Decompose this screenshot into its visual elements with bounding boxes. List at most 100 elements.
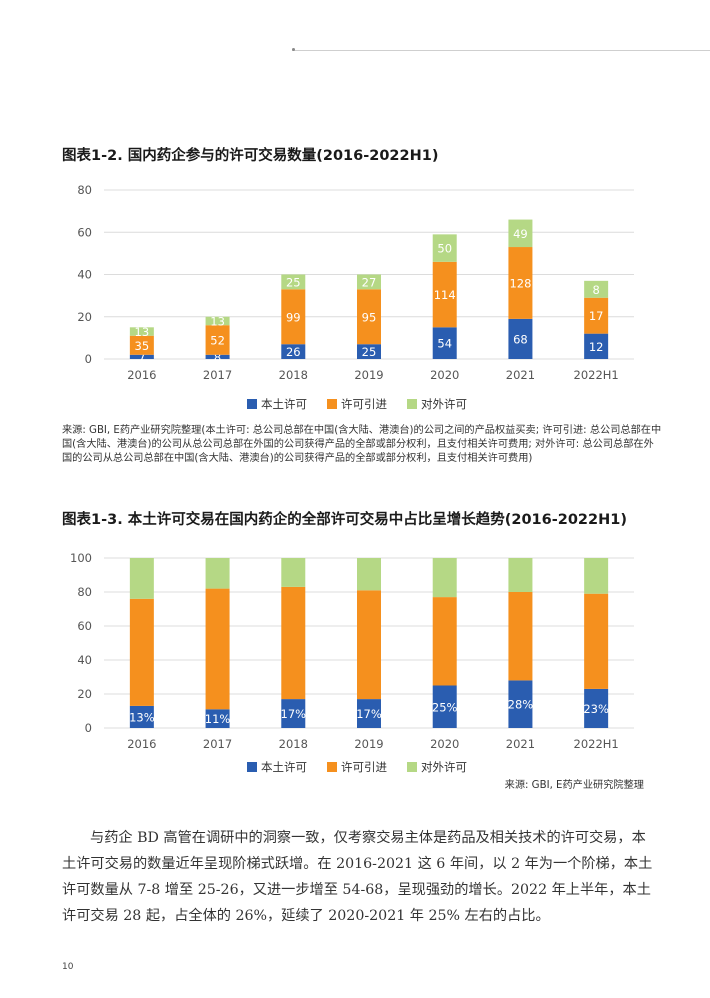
legend-label: 对外许可: [421, 397, 467, 411]
legend-label: 许可引进: [341, 397, 387, 411]
y-tick-label: 40: [77, 268, 92, 282]
bar-value-label: 17: [589, 309, 604, 323]
bar-segment: [432, 558, 457, 598]
x-tick-label: 2016: [127, 368, 156, 382]
y-tick-label: 20: [77, 310, 92, 324]
chart1-stacked-bar: 0204060807351320168521320172699252018259…: [77, 183, 634, 411]
bar-segment: [281, 274, 306, 290]
bar-value-label: 28%: [508, 698, 534, 712]
x-tick-label: 2021: [506, 368, 535, 382]
bar-segment: [205, 325, 230, 355]
x-tick-label: 2021: [506, 737, 535, 751]
y-tick-label: 80: [77, 585, 92, 599]
y-tick-label: 40: [77, 653, 92, 667]
chart2-source: 来源: GBI, E药产业研究院整理: [504, 780, 644, 791]
legend-swatch: [407, 399, 417, 409]
y-tick-label: 100: [70, 551, 92, 565]
bar-value-label: 12: [589, 340, 604, 354]
bar-segment: [508, 318, 533, 359]
bar-segment: [129, 558, 154, 599]
y-tick-label: 80: [77, 183, 92, 197]
legend-label: 对外许可: [421, 760, 467, 774]
x-tick-label: 2018: [279, 368, 308, 382]
bar-value-label: 35: [135, 339, 150, 353]
x-tick-label: 2016: [127, 737, 156, 751]
bar-segment: [584, 297, 609, 334]
legend-swatch: [247, 399, 257, 409]
bar-segment: [129, 598, 154, 706]
x-tick-label: 2017: [203, 737, 232, 751]
bar-segment: [432, 597, 457, 686]
x-tick-label: 2022H1: [574, 737, 619, 751]
bar-segment: [508, 219, 533, 248]
x-tick-label: 2020: [430, 368, 459, 382]
bar-value-label: 7: [138, 350, 145, 364]
chart1-source-note: 来源: GBI, E药产业研究院整理(本土许可: 总公司总部在中国(含大陆、港澳…: [62, 425, 662, 464]
legend-label: 许可引进: [341, 760, 387, 774]
body-paragraph: 与药企 BD 高管在调研中的洞察一致，仅考察交易主体是药品及相关技术的许可交易，…: [62, 825, 658, 929]
bar-segment: [584, 593, 609, 689]
bar-value-label: 13: [210, 314, 225, 328]
legend-swatch: [327, 762, 337, 772]
bar-value-label: 52: [210, 333, 225, 347]
bar-segment: [281, 699, 306, 728]
bar-segment: [129, 354, 154, 359]
bar-value-label: 54: [437, 337, 452, 351]
bar-segment: [357, 699, 381, 728]
bar-segment: [584, 333, 609, 359]
bar-value-label: 95: [362, 310, 377, 324]
bar-segment: [432, 327, 457, 359]
bar-segment: [205, 354, 230, 359]
x-tick-label: 2017: [203, 368, 232, 382]
bar-segment: [584, 280, 609, 298]
bar-segment: [584, 688, 609, 728]
bar-segment: [129, 335, 154, 355]
y-tick-label: 60: [77, 225, 92, 239]
bar-value-label: 11%: [205, 712, 231, 726]
bar-value-label: 13%: [129, 710, 155, 724]
bar-segment: [357, 558, 381, 591]
legend-swatch: [407, 762, 417, 772]
bar-value-label: 25: [362, 345, 377, 359]
bar-value-label: 50: [437, 242, 452, 256]
bar-value-label: 68: [513, 332, 528, 346]
header-dot: [292, 48, 295, 51]
bar-value-label: 26: [286, 345, 301, 359]
bar-segment: [508, 680, 533, 728]
y-tick-label: 20: [77, 687, 92, 701]
bar-segment: [281, 344, 306, 359]
page-number: 10: [62, 962, 74, 972]
bar-segment: [357, 590, 381, 700]
bar-segment: [357, 344, 381, 359]
bar-segment: [432, 234, 457, 262]
bar-value-label: 27: [362, 275, 377, 289]
bar-value-label: 25: [286, 275, 301, 289]
y-tick-label: 60: [77, 619, 92, 633]
y-tick-label: 0: [85, 721, 92, 735]
bar-segment: [129, 327, 154, 336]
chart1-title: 图表1-2. 国内药企参与的许可交易数量(2016-2022H1): [62, 148, 439, 164]
bar-segment: [205, 316, 230, 326]
y-tick-label: 0: [85, 352, 92, 366]
bar-segment: [205, 709, 230, 728]
bar-value-label: 17%: [281, 707, 307, 721]
bar-segment: [508, 247, 533, 319]
x-tick-label: 2019: [354, 737, 383, 751]
x-tick-label: 2018: [279, 737, 308, 751]
chart2-title: 图表1-3. 本土许可交易在国内药企的全部许可交易中占比呈增长趋势(2016-2…: [62, 512, 627, 528]
bar-value-label: 8: [214, 350, 221, 364]
bar-segment: [281, 586, 306, 700]
bar-value-label: 13: [135, 325, 150, 339]
bar-segment: [432, 685, 457, 728]
legend-swatch: [247, 762, 257, 772]
bar-value-label: 8: [592, 283, 599, 297]
bar-segment: [205, 588, 230, 710]
legend-label: 本土许可: [261, 397, 307, 411]
bar-segment: [129, 705, 154, 728]
bar-segment: [281, 289, 306, 345]
x-tick-label: 2020: [430, 737, 459, 751]
bar-segment: [432, 261, 457, 328]
legend-label: 本土许可: [261, 760, 307, 774]
bar-value-label: 17%: [356, 707, 382, 721]
bar-segment: [357, 274, 381, 290]
